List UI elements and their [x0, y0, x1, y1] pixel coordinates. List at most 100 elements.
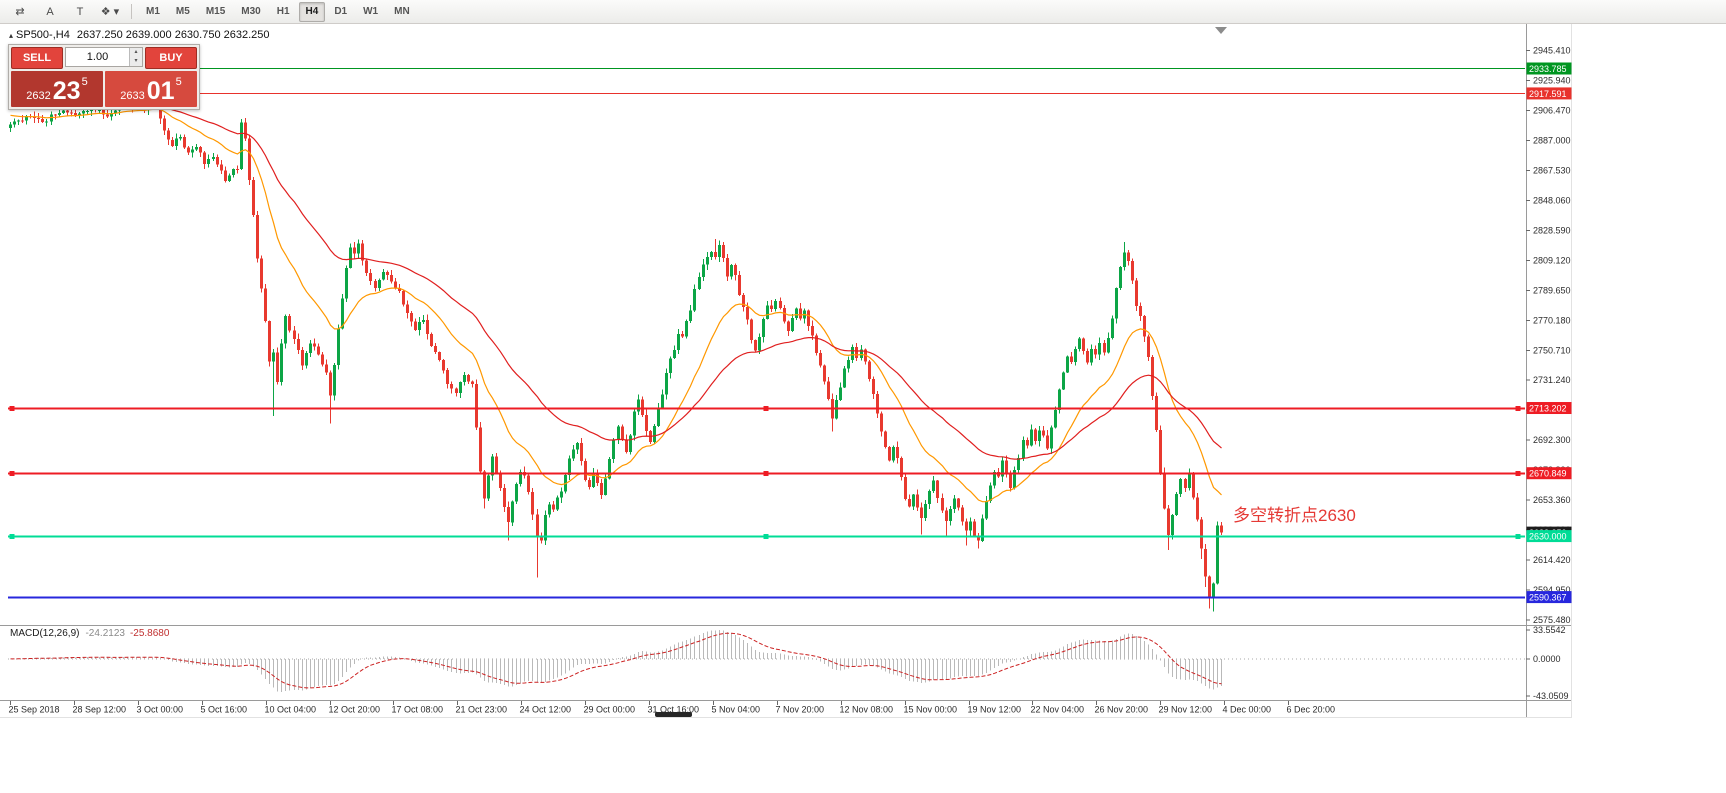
price-label-2590.367: 2590.367	[1526, 591, 1572, 604]
shapes-tool-icon[interactable]: ❖ ▾	[100, 6, 120, 18]
charts-tool-icon[interactable]: ⇄	[15, 6, 25, 18]
buy-price-tile[interactable]: 2633 01 5	[105, 71, 197, 107]
svg-text:2594.950: 2594.950	[1533, 585, 1571, 595]
horizontal-scrollbar-thumb[interactable]	[655, 712, 692, 717]
price-label-2713.202: 2713.202	[1526, 402, 1572, 415]
macd-main-value: -24.2123	[85, 628, 125, 639]
annotation-tool-icon[interactable]: A	[46, 5, 54, 18]
svg-text:31 Oct 16:00: 31 Oct 16:00	[648, 705, 700, 715]
svg-text:29 Nov 12:00: 29 Nov 12:00	[1159, 705, 1213, 715]
line-handle[interactable]	[9, 534, 15, 539]
svg-text:2945.410: 2945.410	[1533, 46, 1571, 56]
up-bodies	[9, 101, 1219, 599]
timeframe-h1-button[interactable]: H1	[276, 5, 290, 17]
svg-text:2887.000: 2887.000	[1533, 135, 1571, 145]
svg-text:2809.120: 2809.120	[1533, 255, 1571, 265]
buy-button[interactable]: BUY	[145, 47, 197, 69]
toolbar-tools: ⇄ A T ❖ ▾	[5, 2, 125, 22]
svg-text:2867.530: 2867.530	[1533, 165, 1571, 175]
volume-increase-button[interactable]: ▴	[130, 48, 142, 57]
svg-text:33.5542: 33.5542	[1533, 625, 1566, 635]
svg-text:2906.470: 2906.470	[1533, 106, 1571, 116]
svg-text:2590.367: 2590.367	[1529, 593, 1567, 603]
macd-name: MACD(12,26,9)	[10, 628, 80, 639]
svg-text:12 Nov 08:00: 12 Nov 08:00	[840, 705, 894, 715]
svg-text:17 Oct 08:00: 17 Oct 08:00	[392, 705, 444, 715]
trade-panel-prices: 2632 23 5 2633 01 5	[9, 71, 199, 109]
subwindow-marker-icon: ▴	[9, 31, 14, 40]
timeframe-h4-button[interactable]: H4	[298, 1, 326, 22]
volume-stepper[interactable]: ▴ ▾	[65, 47, 143, 67]
svg-text:29 Oct 00:00: 29 Oct 00:00	[584, 705, 636, 715]
price-label-2670.849: 2670.849	[1526, 467, 1572, 480]
svg-text:2848.060: 2848.060	[1533, 195, 1571, 205]
volume-input[interactable]	[66, 48, 129, 66]
timeframe-w1-button[interactable]: W1	[363, 5, 379, 17]
sell-price-prefix: 2632	[26, 90, 51, 102]
line-handle[interactable]	[1515, 534, 1521, 539]
svg-text:2933.785: 2933.785	[1529, 64, 1567, 74]
svg-text:24 Oct 12:00: 24 Oct 12:00	[520, 705, 572, 715]
time-axis[interactable]: 25 Sep 2018 28 Sep 12:00 3 Oct 00:00 5 Oct …	[9, 701, 1336, 715]
price-label-2933.785: 2933.785	[1526, 62, 1572, 75]
ma-fast-line	[10, 108, 1222, 503]
macd-axis[interactable]: 33.5542 0.0000 -43.0509	[1526, 625, 1569, 701]
text-tool-icon[interactable]: T	[76, 5, 84, 18]
svg-text:26 Nov 20:00: 26 Nov 20:00	[1095, 705, 1149, 715]
hline-2670.849[interactable]	[8, 471, 1525, 476]
line-handle[interactable]	[1515, 406, 1521, 411]
timeframe-d1-button[interactable]: D1	[334, 5, 348, 17]
svg-text:2614.420: 2614.420	[1533, 555, 1571, 565]
volume-decrease-button[interactable]: ▾	[130, 57, 142, 66]
svg-text:2750.710: 2750.710	[1533, 345, 1571, 355]
chart-text-annotation[interactable]: 多空转折点2630	[1233, 506, 1356, 525]
ohlc-values: 2637.250 2639.000 2630.750 2632.250	[76, 29, 270, 41]
up-wicks	[10, 97, 1218, 612]
line-handle[interactable]	[763, 406, 769, 411]
timeframe-bar: M1 M5 M15 M30 H1 H4 D1 W1 MN	[138, 1, 418, 22]
timeframe-m5-button[interactable]: M5	[175, 5, 190, 17]
sell-price-tile[interactable]: 2632 23 5	[11, 71, 103, 107]
svg-text:2692.300: 2692.300	[1533, 435, 1571, 445]
chart-title: ▴ SP500-,H4 2637.250 2639.000 2630.750 263…	[9, 29, 270, 41]
svg-text:25 Sep 2018: 25 Sep 2018	[9, 705, 60, 715]
sell-button[interactable]: SELL	[11, 47, 63, 69]
svg-text:4 Dec 00:00: 4 Dec 00:00	[1223, 705, 1272, 715]
timeframe-m30-button[interactable]: M30	[241, 5, 261, 17]
svg-text:2653.360: 2653.360	[1533, 495, 1571, 505]
svg-text:5 Oct 16:00: 5 Oct 16:00	[201, 705, 248, 715]
panel-separators	[0, 24, 1572, 718]
svg-text:12 Oct 20:00: 12 Oct 20:00	[329, 705, 381, 715]
svg-text:2630.000: 2630.000	[1529, 532, 1567, 542]
hline-2713.202[interactable]	[8, 406, 1525, 411]
svg-text:5 Nov 04:00: 5 Nov 04:00	[712, 705, 761, 715]
line-handle[interactable]	[763, 471, 769, 476]
svg-text:2917.591: 2917.591	[1529, 89, 1567, 99]
macd-indicator-label: MACD(12,26,9) -24.2123 -25.8680	[10, 628, 169, 639]
timeframe-m1-button[interactable]: M1	[146, 5, 160, 17]
svg-text:-43.0509: -43.0509	[1533, 691, 1569, 701]
svg-text:2713.202: 2713.202	[1529, 404, 1567, 414]
hline-price-labels: 2933.785 2917.591 2713.202 2670.849 2630.000…	[1526, 62, 1572, 604]
line-handle[interactable]	[9, 406, 15, 411]
line-handle[interactable]	[9, 471, 15, 476]
svg-text:3 Oct 00:00: 3 Oct 00:00	[137, 705, 184, 715]
macd-signal-line	[10, 632, 1222, 689]
buy-price-pips: 01	[146, 77, 175, 105]
volume-spinner: ▴ ▾	[129, 48, 142, 66]
macd-signal-value: -25.8680	[129, 628, 170, 639]
line-handle[interactable]	[763, 534, 769, 539]
hline-2630.000[interactable]	[8, 534, 1525, 539]
hlines-layer	[8, 68, 1525, 599]
line-handle[interactable]	[1515, 471, 1521, 476]
sell-price-pips: 23	[52, 77, 81, 105]
chart-shift-marker-icon[interactable]	[1215, 27, 1227, 34]
timeframe-mn-button[interactable]: MN	[394, 5, 410, 17]
down-wicks	[22, 99, 1222, 609]
toolbar-separator	[131, 4, 132, 19]
price-label-2917.591: 2917.591	[1526, 87, 1572, 100]
candles-layer	[9, 97, 1223, 612]
timeframe-m15-button[interactable]: M15	[205, 5, 226, 17]
